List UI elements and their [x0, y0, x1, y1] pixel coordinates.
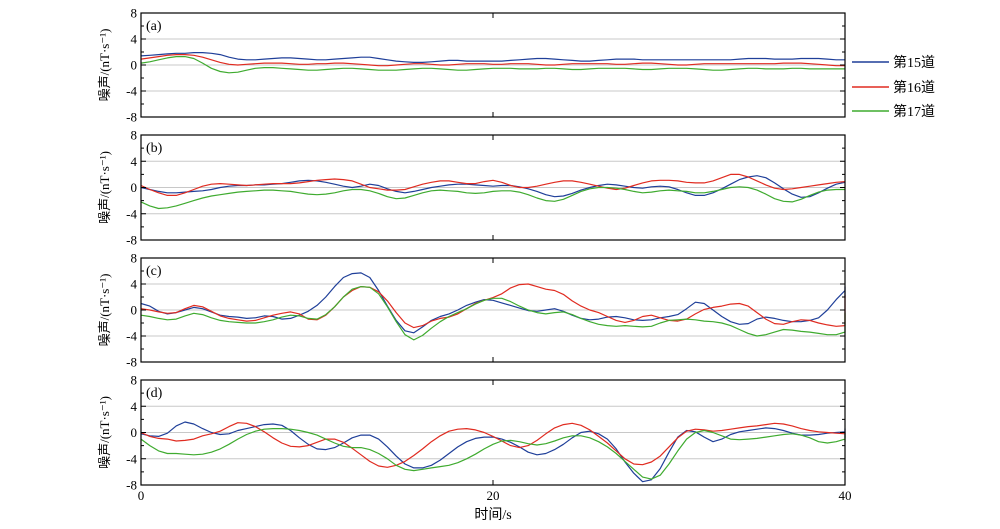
series-line-17	[140, 428, 846, 480]
x-tick-label: 0	[138, 488, 145, 503]
y-tick-label: -4	[126, 206, 137, 221]
y-tick-label: 8	[131, 373, 138, 388]
x-tick-label: 40	[839, 488, 852, 503]
y-tick-label: 4	[131, 154, 138, 169]
series-line-17	[140, 186, 845, 210]
panel-label: (c)	[146, 264, 162, 279]
series-line-15	[140, 421, 846, 483]
legend-label: 第15道	[893, 54, 935, 71]
y-tick-label: 8	[131, 128, 138, 143]
legend-label: 第16道	[893, 79, 935, 96]
series-line-17	[140, 286, 846, 341]
series-line-15	[140, 51, 845, 64]
y-axis-label: 噪声/(nT·s⁻¹)	[97, 396, 112, 469]
y-tick-label: 8	[131, 6, 138, 21]
y-tick-label: 0	[131, 180, 138, 195]
series-line-16	[140, 283, 846, 329]
x-axis-label: 时间/s	[474, 507, 511, 523]
y-tick-label: 4	[131, 399, 138, 414]
x-tick-label: 20	[487, 488, 500, 503]
y-tick-label: -8	[126, 233, 137, 248]
series-line-16	[140, 422, 846, 468]
y-tick-label: -4	[126, 329, 137, 344]
series-line-15	[140, 272, 846, 334]
panel-3: 8 4 0 -4 -8 (c) 噪声/(nT·s⁻¹)	[97, 251, 846, 370]
y-tick-label: 4	[131, 277, 138, 292]
y-tick-label: -4	[126, 84, 137, 99]
legend-label: 第17道	[893, 103, 935, 120]
y-tick-label: -8	[126, 355, 137, 370]
series-line-16	[140, 173, 846, 196]
y-axis-label: 噪声/(nT·s⁻¹)	[97, 29, 112, 102]
y-tick-label: 4	[131, 32, 138, 47]
panel-4: 8 4 0 -4 -8 (d) 噪声/(nT·s⁻¹)	[97, 373, 846, 493]
y-tick-label: -8	[126, 110, 137, 125]
y-axis-label: 噪声/(nT·s⁻¹)	[97, 274, 112, 347]
panel-2: 8 4 0 -4 -8 (b) 噪声/(nT·s⁻¹)	[97, 128, 846, 248]
panels: 8 4 0 -4 -8 (a) 噪声/(nT·s⁻¹) 8 4 0 -4 -8 (b) 噪声/(nT·s⁻…	[97, 6, 846, 493]
y-tick-label: -8	[126, 478, 137, 493]
y-tick-label: 0	[131, 58, 138, 73]
y-tick-label: 0	[131, 425, 138, 440]
y-tick-label: -4	[126, 451, 137, 466]
series-line-16	[140, 53, 845, 67]
panel-1: 8 4 0 -4 -8 (a) 噪声/(nT·s⁻¹)	[97, 6, 846, 125]
y-tick-label: 8	[131, 251, 138, 266]
y-tick-label: 0	[131, 303, 138, 318]
x-axis: 0 20 40 时间/s	[138, 488, 852, 523]
panel-label: (b)	[146, 141, 163, 156]
panel-label: (d)	[146, 386, 163, 401]
panel-label: (a)	[146, 19, 162, 34]
y-axis-label: 噪声/(nT·s⁻¹)	[97, 151, 112, 224]
series-line-17	[140, 55, 845, 74]
